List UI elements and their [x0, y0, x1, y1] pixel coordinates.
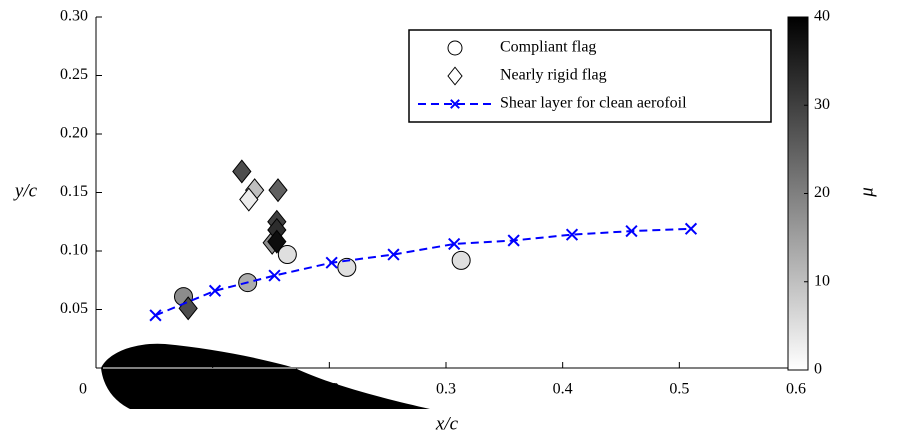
- colorbar-tick-label: 40: [814, 8, 830, 25]
- colorbar-tick-label: 30: [814, 96, 830, 113]
- y-tick-label: 0.30: [60, 8, 88, 25]
- x-axis-label: x/c: [435, 413, 459, 434]
- x-tick-label: 0.6: [786, 381, 806, 398]
- circle-marker: [337, 257, 357, 277]
- y-tick-label: 0.15: [60, 183, 88, 200]
- x-marker: [325, 256, 338, 269]
- legend-box: [408, 29, 772, 123]
- x-tick-label: 0.4: [553, 381, 573, 398]
- legend-label: Nearly rigid flag: [500, 67, 607, 84]
- legend-label: Shear layer for clean aerofoil: [500, 95, 687, 112]
- y-tick-label: 0.25: [60, 66, 88, 83]
- colorbar-tick-label: 10: [814, 272, 830, 289]
- x-marker: [684, 222, 698, 235]
- x-marker: [450, 99, 460, 109]
- circle-marker: [277, 245, 297, 265]
- x-marker: [448, 237, 461, 251]
- diamond-marker: [239, 187, 259, 212]
- x-marker: [208, 284, 222, 297]
- x-tick-label: 0.2: [319, 381, 339, 398]
- diamond-marker: [268, 178, 288, 203]
- circle-marker: [451, 250, 471, 270]
- legend-label: Compliant flag: [500, 39, 596, 56]
- colorbar-tick-label: 0: [814, 361, 822, 378]
- x-tick-label: 0.5: [669, 381, 689, 398]
- x-tick-label: 0: [79, 381, 87, 398]
- y-axis-label: y/c: [13, 180, 38, 201]
- x-marker: [268, 269, 281, 282]
- x-marker: [387, 248, 400, 261]
- series-line: [155, 227, 692, 317]
- colorbar-label: μ: [856, 187, 877, 198]
- y-tick-label: 0.10: [60, 242, 88, 259]
- diamond-marker: [447, 66, 463, 86]
- x-marker: [149, 309, 162, 322]
- y-tick-label: 0.20: [60, 125, 88, 142]
- diamond-marker: [232, 159, 252, 184]
- x-tick-label: 0.1: [203, 381, 223, 398]
- colorbar-tick-label: 20: [814, 184, 830, 201]
- y-tick-label: 0.05: [60, 300, 88, 317]
- x-marker: [565, 228, 579, 241]
- x-tick-label: 0.3: [436, 381, 456, 398]
- circle-marker: [447, 40, 463, 56]
- x-marker: [507, 234, 520, 247]
- diamond-marker: [267, 229, 287, 254]
- x-marker: [625, 225, 638, 238]
- aerofoil: [101, 343, 430, 409]
